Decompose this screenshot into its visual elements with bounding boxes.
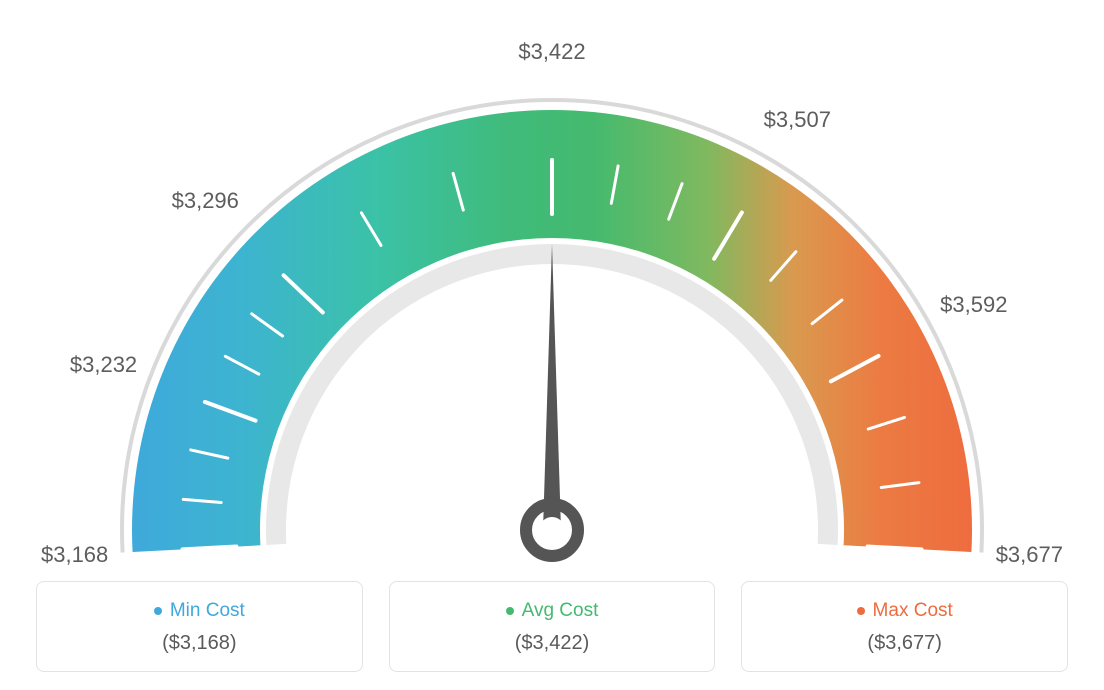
gauge-svg [57,40,1047,580]
legend-value-max: ($3,677) [752,632,1057,655]
legend-row: Min Cost ($3,168) Avg Cost ($3,422) Max … [0,581,1104,672]
legend-title-max: Max Cost [857,600,953,622]
legend-card-max: Max Cost ($3,677) [741,581,1068,672]
cost-gauge: $3,168$3,232$3,296$3,422$3,507$3,592$3,6… [57,40,1047,580]
gauge-tick-label: $3,232 [70,352,137,378]
legend-value-min: ($3,168) [47,632,352,655]
legend-card-min: Min Cost ($3,168) [36,581,363,672]
legend-value-avg: ($3,422) [400,632,705,655]
gauge-tick-label: $3,592 [940,292,1007,318]
gauge-tick-label: $3,422 [518,39,585,65]
gauge-tick-label: $3,296 [172,188,239,214]
legend-title-min: Min Cost [154,600,245,622]
legend-card-avg: Avg Cost ($3,422) [389,581,716,672]
gauge-tick-label: $3,168 [41,542,108,568]
legend-title-avg: Avg Cost [506,600,599,622]
gauge-tick-label: $3,677 [996,542,1063,568]
gauge-tick-label: $3,507 [764,107,831,133]
